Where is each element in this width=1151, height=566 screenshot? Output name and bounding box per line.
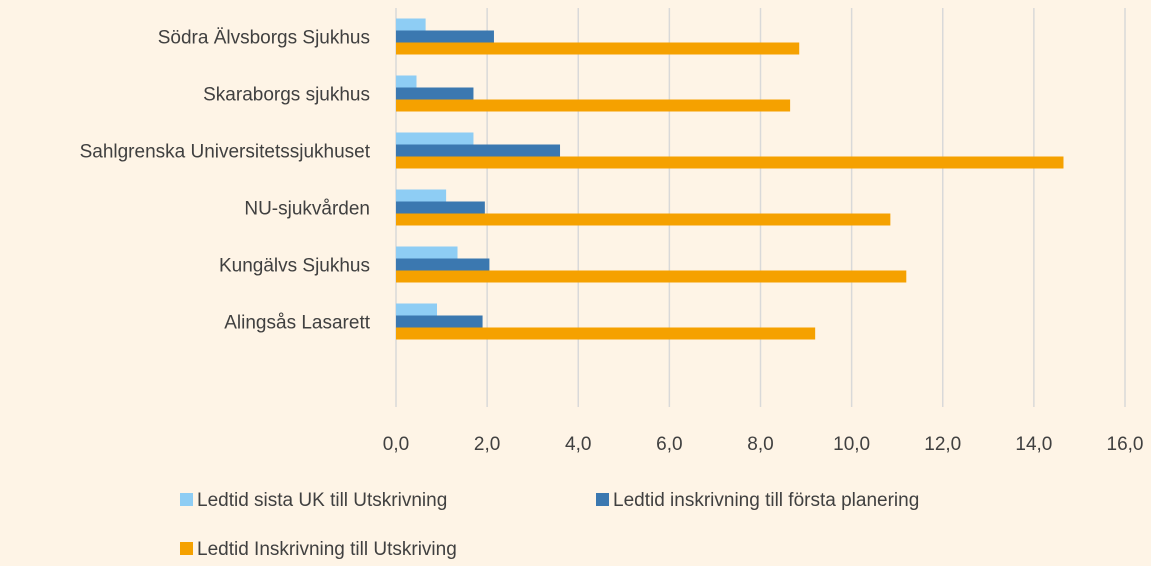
legend-swatch (596, 493, 609, 506)
legend-swatch (180, 493, 193, 506)
bar (396, 270, 907, 283)
bar (396, 213, 891, 226)
x-tick-label: 16,0 (1107, 434, 1144, 455)
y-tick-label: Alingsås Lasarett (224, 313, 370, 334)
bar (396, 42, 800, 55)
bar (396, 87, 474, 100)
bar (396, 303, 438, 316)
bar (396, 132, 474, 145)
legend-label: Ledtid sista UK till Utskrivning (197, 490, 447, 511)
x-tick-label: 14,0 (1015, 434, 1052, 455)
bar (396, 327, 816, 340)
bar (396, 144, 561, 157)
bar (396, 30, 494, 43)
y-tick-label: Sahlgrenska Universitetssjukhuset (80, 142, 371, 163)
x-tick-label: 8,0 (747, 434, 773, 455)
bar (396, 99, 791, 112)
bar (396, 258, 490, 271)
bar (396, 189, 447, 202)
legend-label: Ledtid inskrivning till första planering (613, 490, 919, 511)
bar (396, 75, 417, 88)
x-tick-label: 2,0 (474, 434, 500, 455)
legend-label: Ledtid Inskrivning till Utskriving (197, 539, 457, 560)
legend-swatch (180, 542, 193, 555)
bar (396, 246, 458, 259)
x-tick-label: 6,0 (656, 434, 682, 455)
y-tick-label: NU-sjukvården (244, 199, 370, 220)
x-tick-label: 10,0 (833, 434, 870, 455)
bar (396, 18, 426, 31)
y-tick-label: Södra Älvsborgs Sjukhus (158, 28, 370, 49)
x-tick-label: 12,0 (924, 434, 961, 455)
x-tick-label: 0,0 (383, 434, 409, 455)
y-tick-label: Skaraborgs sjukhus (203, 85, 370, 106)
bar (396, 201, 485, 214)
y-tick-label: Kungälvs Sjukhus (219, 256, 370, 277)
x-tick-label: 4,0 (565, 434, 591, 455)
bar (396, 156, 1064, 169)
bar (396, 315, 483, 328)
